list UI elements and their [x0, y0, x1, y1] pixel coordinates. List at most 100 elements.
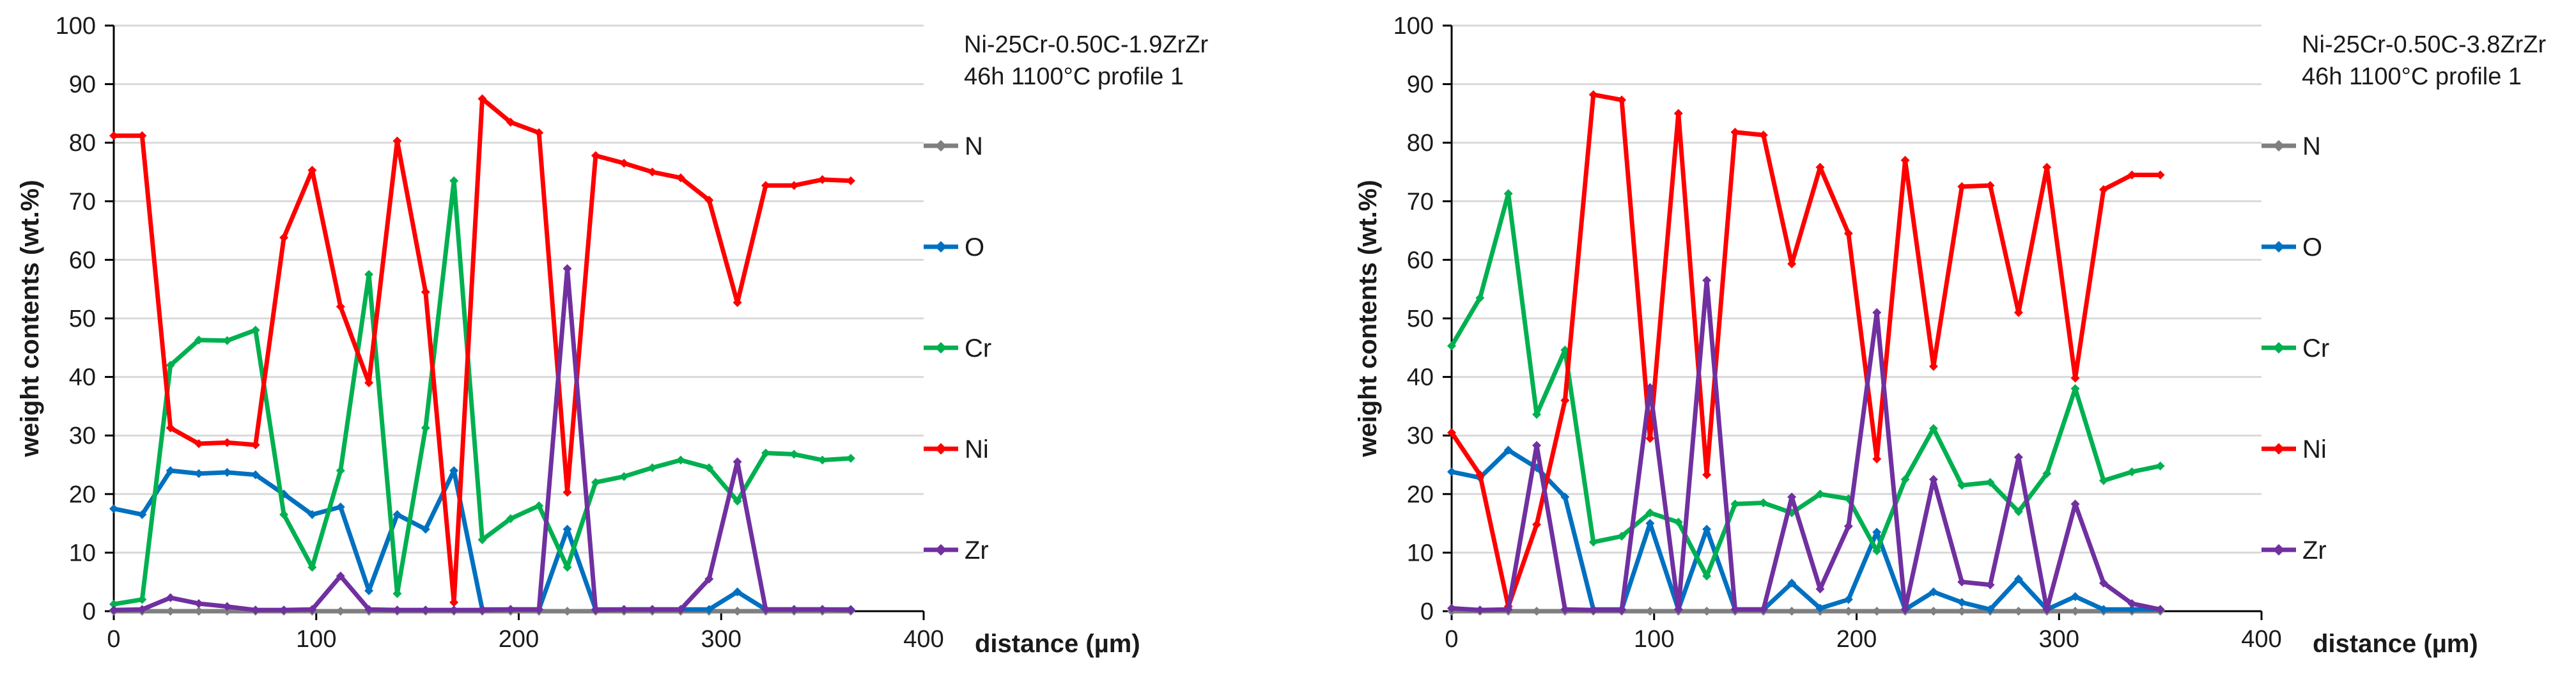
legend-label-o: O	[2302, 233, 2322, 261]
data-point-o	[1843, 595, 1853, 604]
y-tick-label: 10	[69, 540, 96, 566]
data-point-cr	[421, 423, 430, 433]
data-point-ni	[2127, 170, 2137, 180]
data-point-cr	[591, 478, 600, 487]
data-point-ni	[279, 233, 289, 242]
data-point-cr	[449, 176, 459, 185]
data-point-o	[704, 605, 714, 614]
data-point-n	[166, 607, 175, 616]
data-point-ni	[1900, 155, 1910, 165]
data-point-cr	[392, 589, 402, 598]
chart-title-line: 46h 1100°C profile 1	[2302, 63, 2522, 90]
y-tick-label: 10	[1407, 540, 1434, 566]
data-point-ni	[534, 128, 544, 137]
data-point-ni	[1560, 396, 1570, 405]
data-point-cr	[166, 361, 175, 370]
data-point-ni	[1957, 182, 1967, 191]
data-point-o	[2099, 605, 2108, 614]
data-point-ni	[676, 173, 685, 183]
x-tick-label: 300	[701, 626, 741, 653]
x-tick-label: 200	[1836, 626, 1877, 653]
data-point-zr	[846, 605, 855, 615]
data-point-n	[1702, 607, 1712, 616]
data-point-zr	[676, 605, 685, 614]
data-point-zr	[1815, 584, 1825, 594]
series-line-o	[1451, 448, 2161, 612]
data-point-cr	[109, 600, 118, 609]
data-point-zr	[194, 599, 204, 609]
y-tick-label: 80	[1407, 130, 1434, 157]
legend-marker-ni	[935, 443, 947, 455]
data-point-cr	[2099, 476, 2108, 485]
data-point-zr	[591, 605, 600, 615]
data-point-n	[1957, 607, 1967, 616]
data-point-ni	[2013, 308, 2023, 317]
x-tick-label: 0	[107, 626, 120, 653]
data-point-ni	[789, 181, 799, 191]
data-point-zr	[1560, 605, 1570, 614]
data-point-ni	[307, 166, 317, 175]
data-point-ni	[477, 94, 487, 104]
data-point-ni	[2070, 373, 2080, 383]
data-point-o	[307, 510, 317, 519]
data-point-o	[109, 504, 118, 513]
data-point-o	[1815, 604, 1825, 613]
data-point-cr	[1702, 572, 1712, 581]
data-point-n	[1645, 607, 1655, 616]
data-point-ni	[1730, 127, 1740, 137]
data-point-zr	[477, 605, 487, 615]
data-point-ni	[1758, 130, 1768, 140]
data-point-cr	[194, 335, 204, 345]
data-point-n	[336, 607, 345, 616]
data-point-o	[1702, 524, 1712, 534]
data-point-o	[222, 467, 232, 477]
data-point-ni	[1588, 90, 1598, 100]
line-chart-3p8zr: 0 10 20 30 40 50 60 70 80 90 100 0 100 200 300 400 dista…	[1354, 13, 2547, 658]
data-point-ni	[733, 298, 742, 308]
data-point-cr	[307, 563, 317, 572]
legend-marker-n	[935, 140, 947, 152]
data-point-zr	[733, 457, 742, 467]
legend-label-ni: Ni	[965, 435, 989, 464]
legend-marker-cr	[2273, 342, 2285, 354]
data-point-n	[1928, 607, 1938, 616]
data-point-ni	[1702, 470, 1712, 479]
data-point-o	[1985, 605, 1995, 614]
line-chart-1p9zr: 0 10 20 30 40 50 60 70 80 90 100 0 100 200 300 400 dista…	[16, 13, 1209, 658]
y-tick-label: 20	[1407, 481, 1434, 508]
data-point-ni	[1617, 95, 1627, 105]
data-point-ni	[1532, 520, 1542, 529]
legend-marker-ni	[2273, 443, 2285, 455]
data-point-n	[194, 607, 204, 616]
data-point-cr	[1758, 498, 1768, 508]
data-point-cr	[477, 535, 487, 545]
data-point-ni	[1787, 259, 1797, 269]
legend-marker-o	[935, 241, 947, 253]
data-point-cr	[733, 496, 742, 506]
data-point-zr	[307, 605, 317, 614]
data-point-cr	[2013, 507, 2023, 517]
data-point-cr	[704, 463, 714, 472]
x-axis-label: distance (µm)	[2313, 630, 2478, 658]
data-point-zr	[364, 605, 374, 614]
data-point-zr	[619, 605, 629, 614]
data-point-cr	[1617, 531, 1627, 541]
data-point-cr	[279, 510, 289, 519]
y-tick-label: 50	[1407, 306, 1434, 332]
legend-label-cr: Cr	[965, 334, 991, 362]
data-point-ni	[1928, 362, 1938, 371]
data-point-cr	[846, 453, 855, 463]
x-tick-label: 0	[1445, 626, 1458, 653]
x-tick-label: 400	[903, 626, 943, 653]
data-point-o	[1928, 587, 1938, 596]
data-point-ni	[194, 439, 204, 449]
data-point-zr	[1730, 605, 1740, 614]
data-point-o	[733, 587, 742, 596]
y-tick-label: 90	[1407, 72, 1434, 98]
data-point-zr	[1702, 276, 1712, 285]
y-tick-label: 80	[69, 130, 96, 157]
data-point-n	[733, 607, 742, 616]
data-point-o	[2127, 605, 2137, 614]
x-tick-label: 100	[296, 626, 336, 653]
